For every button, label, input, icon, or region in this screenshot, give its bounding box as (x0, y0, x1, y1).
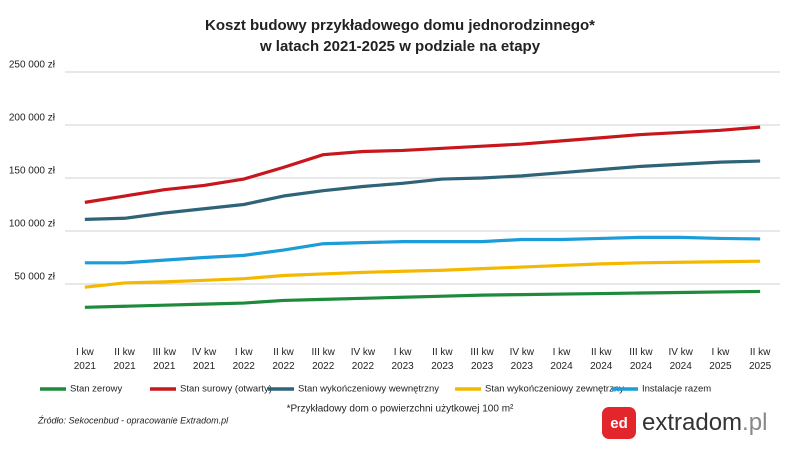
x-tick-label: II kw 2024 (590, 347, 613, 372)
legend-label: Instalacje razem (642, 384, 711, 395)
x-tick-label: IV kw 2022 (351, 347, 376, 372)
x-tick-label-line: 2021 (153, 361, 176, 372)
x-tick-label-line: 2023 (392, 361, 415, 372)
x-tick-label: IV kw 2024 (668, 347, 693, 372)
x-tick-label-line: IV kw (351, 347, 376, 358)
legend-label: Stan wykończeniowy wewnętrzny (298, 384, 439, 395)
logo-icon-bg (602, 407, 636, 439)
y-tick-label: 250 000 zł (9, 60, 56, 71)
y-tick-label: 100 000 zł (9, 219, 56, 230)
x-tick-label-line: 2023 (471, 361, 494, 372)
x-tick-label-line: 2021 (113, 361, 136, 372)
y-tick-label: 150 000 zł (9, 166, 56, 177)
x-tick-label-line: 2024 (630, 361, 653, 372)
x-tick-label: III kw 2024 (629, 347, 653, 372)
x-tick-label-line: 2024 (670, 361, 693, 372)
x-tick-label-line: 2024 (590, 361, 613, 372)
x-tick-label-line: 2022 (272, 361, 295, 372)
x-tick-label: I kw 2023 (392, 347, 415, 372)
x-tick-label: II kw 2022 (272, 347, 295, 372)
x-tick-label-line: III kw (629, 347, 653, 358)
logo-name: extradom (642, 409, 742, 436)
x-tick-label-line: I kw (553, 347, 572, 358)
x-tick-label: IV kw 2021 (192, 347, 217, 372)
series-line (84, 235, 761, 265)
x-tick-label: I kw 2024 (550, 347, 573, 372)
x-tick-label-line: I kw (76, 347, 95, 358)
series-line (84, 259, 761, 289)
x-tick-label: II kw 2021 (113, 347, 136, 372)
source: Źródło: Sekocenbud - opracowanie Extrado… (37, 415, 229, 425)
x-tick-label-line: II kw (273, 347, 294, 358)
y-tick-label: 200 000 zł (9, 113, 56, 124)
x-tick-label-line: 2025 (749, 361, 772, 372)
logo-suffix: .pl (742, 409, 767, 436)
x-tick-label-line: 2021 (193, 361, 216, 372)
x-tick-label-line: III kw (470, 347, 494, 358)
x-tick-label-line: I kw (712, 347, 731, 358)
x-tick-label: III kw 2023 (470, 347, 494, 372)
x-tick-label-line: 2022 (233, 361, 256, 372)
x-tick-label-line: II kw (591, 347, 612, 358)
x-tick-label: III kw 2021 (153, 347, 177, 372)
footnote: *Przykładowy dom o powierzchni użytkowej… (287, 404, 514, 415)
x-tick-label-line: I kw (394, 347, 413, 358)
x-tick-label-line: IV kw (668, 347, 693, 358)
x-tick-label: II kw 2025 (749, 347, 772, 372)
x-tick-label-line: I kw (235, 347, 254, 358)
x-tick-label: I kw 2021 (74, 347, 97, 372)
x-tick-label-line: 2021 (74, 361, 97, 372)
logo-text: extradom.pl (642, 409, 767, 436)
x-tick-label-line: II kw (114, 347, 135, 358)
x-tick-label-line: 2025 (709, 361, 732, 372)
x-tick-label-line: III kw (312, 347, 336, 358)
x-tick-label-line: IV kw (510, 347, 535, 358)
logo-icon: ed (610, 415, 628, 432)
chart-title: Koszt budowy przykładowego domu jednorod… (205, 17, 595, 34)
x-tick-label-line: 2022 (352, 361, 375, 372)
y-tick-label: 50 000 zł (14, 272, 55, 283)
series-line (84, 125, 761, 204)
x-tick-label-line: 2023 (511, 361, 534, 372)
legend-label: Stan zerowy (70, 384, 123, 395)
x-tick-label-line: II kw (750, 347, 771, 358)
x-tick-label-line: 2023 (431, 361, 454, 372)
x-tick-label: II kw 2023 (431, 347, 454, 372)
series-line (84, 289, 761, 309)
legend-label: Stan wykończeniowy zewnętrzny (485, 384, 624, 395)
x-tick-label: I kw 2022 (233, 347, 256, 372)
x-tick-label: I kw 2025 (709, 347, 732, 372)
x-tick-label-line: 2024 (550, 361, 573, 372)
legend-label: Stan surowy (otwarty) (180, 384, 272, 395)
x-tick-label-line: IV kw (192, 347, 217, 358)
x-tick-label-line: 2022 (312, 361, 335, 372)
series-line (84, 159, 761, 221)
x-tick-label: III kw 2022 (312, 347, 336, 372)
x-tick-label-line: III kw (153, 347, 177, 358)
x-tick-label-line: II kw (432, 347, 453, 358)
chart-subtitle: w latach 2021-2025 w podziale na etapy (259, 38, 541, 55)
x-tick-label: IV kw 2023 (510, 347, 535, 372)
